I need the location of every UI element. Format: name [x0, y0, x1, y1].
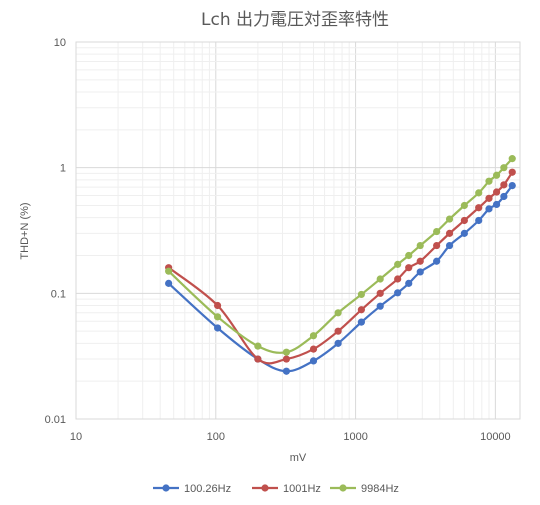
y-tick-label: 1 — [60, 163, 66, 175]
series-2 — [165, 168, 516, 365]
data-point — [500, 181, 508, 189]
x-axis-tick-labels: 10 100 1000 10000 — [70, 431, 511, 443]
data-point — [475, 189, 483, 197]
data-point — [460, 216, 468, 225]
x-tick-label: 10 — [70, 431, 82, 443]
data-point — [309, 357, 318, 365]
data-point — [357, 306, 365, 314]
x-axis-label: mV — [290, 452, 307, 464]
legend-item: 9984Hz — [330, 483, 399, 495]
legend-item: 1001Hz — [252, 483, 321, 495]
data-point — [445, 215, 454, 223]
series-lines — [165, 155, 516, 375]
x-tick-label: 10000 — [480, 431, 511, 443]
data-point — [445, 229, 454, 237]
data-point — [394, 275, 402, 283]
data-point — [485, 205, 493, 213]
data-point — [416, 257, 424, 265]
legend: 100.26Hz 1001Hz 9984Hz — [153, 483, 399, 495]
legend-label: 1001Hz — [283, 483, 321, 495]
data-point — [405, 264, 413, 272]
data-point — [376, 289, 384, 297]
legend-label: 9984Hz — [361, 483, 399, 495]
x-tick-label: 100 — [207, 431, 225, 443]
data-point — [165, 267, 173, 275]
data-point — [213, 301, 222, 310]
chart-title: Lch 出力電圧対歪率特性 — [201, 10, 389, 30]
y-tick-label: 0.1 — [51, 288, 66, 300]
data-point — [475, 216, 483, 225]
data-point — [309, 332, 318, 340]
data-point — [508, 155, 516, 163]
data-point — [433, 257, 441, 265]
data-point — [394, 289, 402, 297]
data-point — [405, 279, 413, 287]
data-point — [282, 348, 291, 356]
legend-label: 100.26Hz — [184, 483, 231, 495]
data-point — [492, 200, 501, 209]
plot-area-border — [75, 41, 521, 420]
data-point — [394, 260, 402, 268]
series-3 — [165, 155, 516, 356]
x-tick-label: 1000 — [343, 431, 367, 443]
data-point — [213, 313, 222, 321]
data-point — [485, 194, 493, 202]
data-point — [357, 318, 365, 326]
y-tick-label: 0.01 — [45, 414, 66, 426]
data-point — [500, 192, 508, 201]
legend-item: 100.26Hz — [153, 483, 231, 495]
data-point — [254, 355, 262, 363]
data-point — [433, 241, 441, 250]
series-1 — [165, 181, 516, 375]
data-point — [165, 279, 173, 287]
data-point — [445, 241, 454, 250]
data-point — [405, 251, 413, 260]
data-point — [282, 367, 291, 375]
legend-marker — [339, 484, 347, 492]
data-point — [334, 339, 342, 347]
data-point — [254, 342, 262, 350]
y-axis-label: THD+N (%) — [19, 202, 31, 259]
data-point — [416, 241, 424, 250]
data-point — [508, 181, 516, 190]
y-tick-label: 10 — [54, 37, 66, 49]
y-axis-tick-labels: 0.01 0.1 1 10 — [45, 37, 66, 426]
data-point — [334, 327, 342, 335]
data-point — [485, 177, 493, 185]
data-point — [433, 227, 441, 236]
data-point — [460, 201, 468, 210]
legend-marker — [162, 484, 170, 492]
data-point — [500, 164, 508, 172]
data-point — [475, 204, 483, 212]
data-point — [492, 188, 501, 196]
data-point — [334, 309, 342, 317]
data-point — [376, 275, 384, 283]
data-point — [357, 290, 365, 299]
data-point — [492, 171, 501, 179]
data-point — [460, 229, 468, 237]
legend-marker — [261, 484, 269, 492]
data-point — [213, 324, 222, 332]
data-point — [508, 168, 516, 176]
data-point — [376, 302, 384, 310]
data-point — [416, 268, 424, 276]
data-point — [282, 355, 291, 363]
data-point — [309, 345, 318, 353]
